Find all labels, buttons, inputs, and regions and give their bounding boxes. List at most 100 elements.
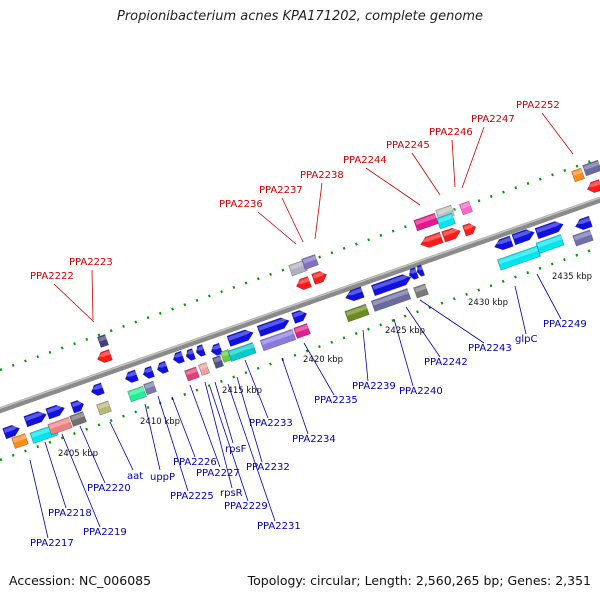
gene-shine xyxy=(98,335,108,342)
lower-gene-label: glpC xyxy=(515,334,537,345)
gene-shine xyxy=(97,350,112,357)
gene-feature xyxy=(416,264,426,277)
gene-feature xyxy=(462,223,477,237)
gene-shine xyxy=(289,261,307,270)
lower-leader-line xyxy=(536,273,562,320)
gene-shine xyxy=(463,224,476,231)
upper-gene-label: PPA2246 xyxy=(429,127,473,138)
gene-shine xyxy=(583,161,600,170)
gene-shine xyxy=(372,289,410,306)
gene-shine xyxy=(228,330,254,341)
gene-shine xyxy=(498,246,540,265)
gene-feature xyxy=(345,286,365,302)
gene-feature xyxy=(311,271,328,285)
gene-shine xyxy=(302,255,318,264)
lower-leader-line xyxy=(171,396,196,458)
gene-shine xyxy=(128,387,146,396)
gene-feature xyxy=(295,276,312,290)
upper-leader-line xyxy=(314,182,323,240)
gene-feature xyxy=(11,433,29,449)
labels-layer: PPA2222 PPA2223 PPA2236 PPA2237 PPA2238 PPA22… xyxy=(30,100,587,549)
gene-shine xyxy=(91,383,104,390)
gene-feature xyxy=(226,329,254,347)
gene-feature xyxy=(69,411,87,427)
lower-leader-line xyxy=(393,318,414,387)
gene-shine xyxy=(97,401,111,410)
lower-leader-line xyxy=(109,421,134,471)
gene-shine xyxy=(414,214,438,225)
lower-leader-line xyxy=(303,342,335,396)
gene-shine xyxy=(537,235,563,248)
lower-gene-label: rpsF xyxy=(225,444,247,455)
gene-feature xyxy=(293,323,311,339)
gene-feature xyxy=(127,385,147,403)
lower-leader-line xyxy=(157,395,189,492)
gene-shine xyxy=(345,305,369,316)
tick-label: 2430 kbp xyxy=(468,298,508,308)
gene-feature xyxy=(142,365,155,379)
upper-gene-label: PPA2252 xyxy=(516,100,560,111)
gene-feature xyxy=(227,342,257,362)
tick-label: 2415 kbp xyxy=(222,386,262,396)
lower-gene-label: PPA2225 xyxy=(170,491,214,502)
gene-shine xyxy=(199,363,209,370)
gene-shine xyxy=(417,265,424,271)
gene-feature xyxy=(198,362,210,376)
gene-feature xyxy=(370,274,412,297)
gene-feature xyxy=(572,229,594,247)
lower-leader-line xyxy=(514,285,527,335)
upper-leader-line xyxy=(281,197,304,243)
gene-shine xyxy=(294,324,310,333)
lower-gene-label: PPA2217 xyxy=(30,538,74,549)
lower-gene-label: PPA2231 xyxy=(257,521,301,532)
gene-shine xyxy=(125,370,138,377)
upper-gene-label: PPA2238 xyxy=(300,170,344,181)
gene-shine xyxy=(572,169,584,176)
upper-leader-line xyxy=(411,152,441,196)
gene-feature xyxy=(96,400,112,416)
lower-leader-line xyxy=(204,381,233,489)
gene-feature xyxy=(2,424,20,440)
lower-gene-label: PPA2243 xyxy=(468,343,512,354)
lower-leader-line xyxy=(419,299,485,344)
upper-leader-line xyxy=(257,211,297,245)
lower-gene-label: PPA2233 xyxy=(249,418,293,429)
gene-shine xyxy=(437,214,455,223)
gene-feature xyxy=(301,254,319,270)
gene-feature xyxy=(45,404,65,420)
gene-shine xyxy=(460,202,472,209)
gene-feature xyxy=(408,267,419,280)
backbone-line xyxy=(0,196,600,414)
gene-shine xyxy=(587,180,600,187)
gene-feature xyxy=(582,159,600,177)
gene-shine xyxy=(46,405,65,414)
gene-feature xyxy=(413,212,439,232)
gene-shine xyxy=(48,418,72,429)
upper-gene-label: PPA2237 xyxy=(259,185,303,196)
gene-shine xyxy=(71,401,84,408)
genome-summary-text: Topology: circular; Length: 2,560,265 bp… xyxy=(247,573,591,588)
gene-feature xyxy=(288,259,308,277)
gene-feature xyxy=(511,229,535,246)
gene-feature xyxy=(259,328,297,352)
map-title: Propionibacterium acnes KPA171202, compl… xyxy=(117,9,483,24)
gene-shine xyxy=(409,268,418,274)
gene-feature xyxy=(185,348,196,361)
gene-shine xyxy=(512,229,535,239)
lower-gene-label: PPA2232 xyxy=(246,462,290,473)
lower-leader-line xyxy=(61,433,101,528)
lower-leader-line xyxy=(209,386,249,502)
upper-gene-label: PPA2236 xyxy=(219,199,263,210)
upper-leader-line xyxy=(53,283,95,323)
gene-feature xyxy=(156,360,169,374)
lower-gene-label: uppP xyxy=(150,472,175,483)
gene-feature xyxy=(90,382,105,396)
gene-shine xyxy=(144,382,156,389)
gene-shine xyxy=(173,352,184,358)
lower-gene-label: PPA2218 xyxy=(48,508,92,519)
lower-leader-line xyxy=(144,403,161,471)
lower-gene-label: PPA2242 xyxy=(424,357,468,368)
lower-gene-label: PPA2227 xyxy=(196,468,240,479)
gene-shine xyxy=(211,344,222,350)
gene-shine xyxy=(296,277,311,284)
